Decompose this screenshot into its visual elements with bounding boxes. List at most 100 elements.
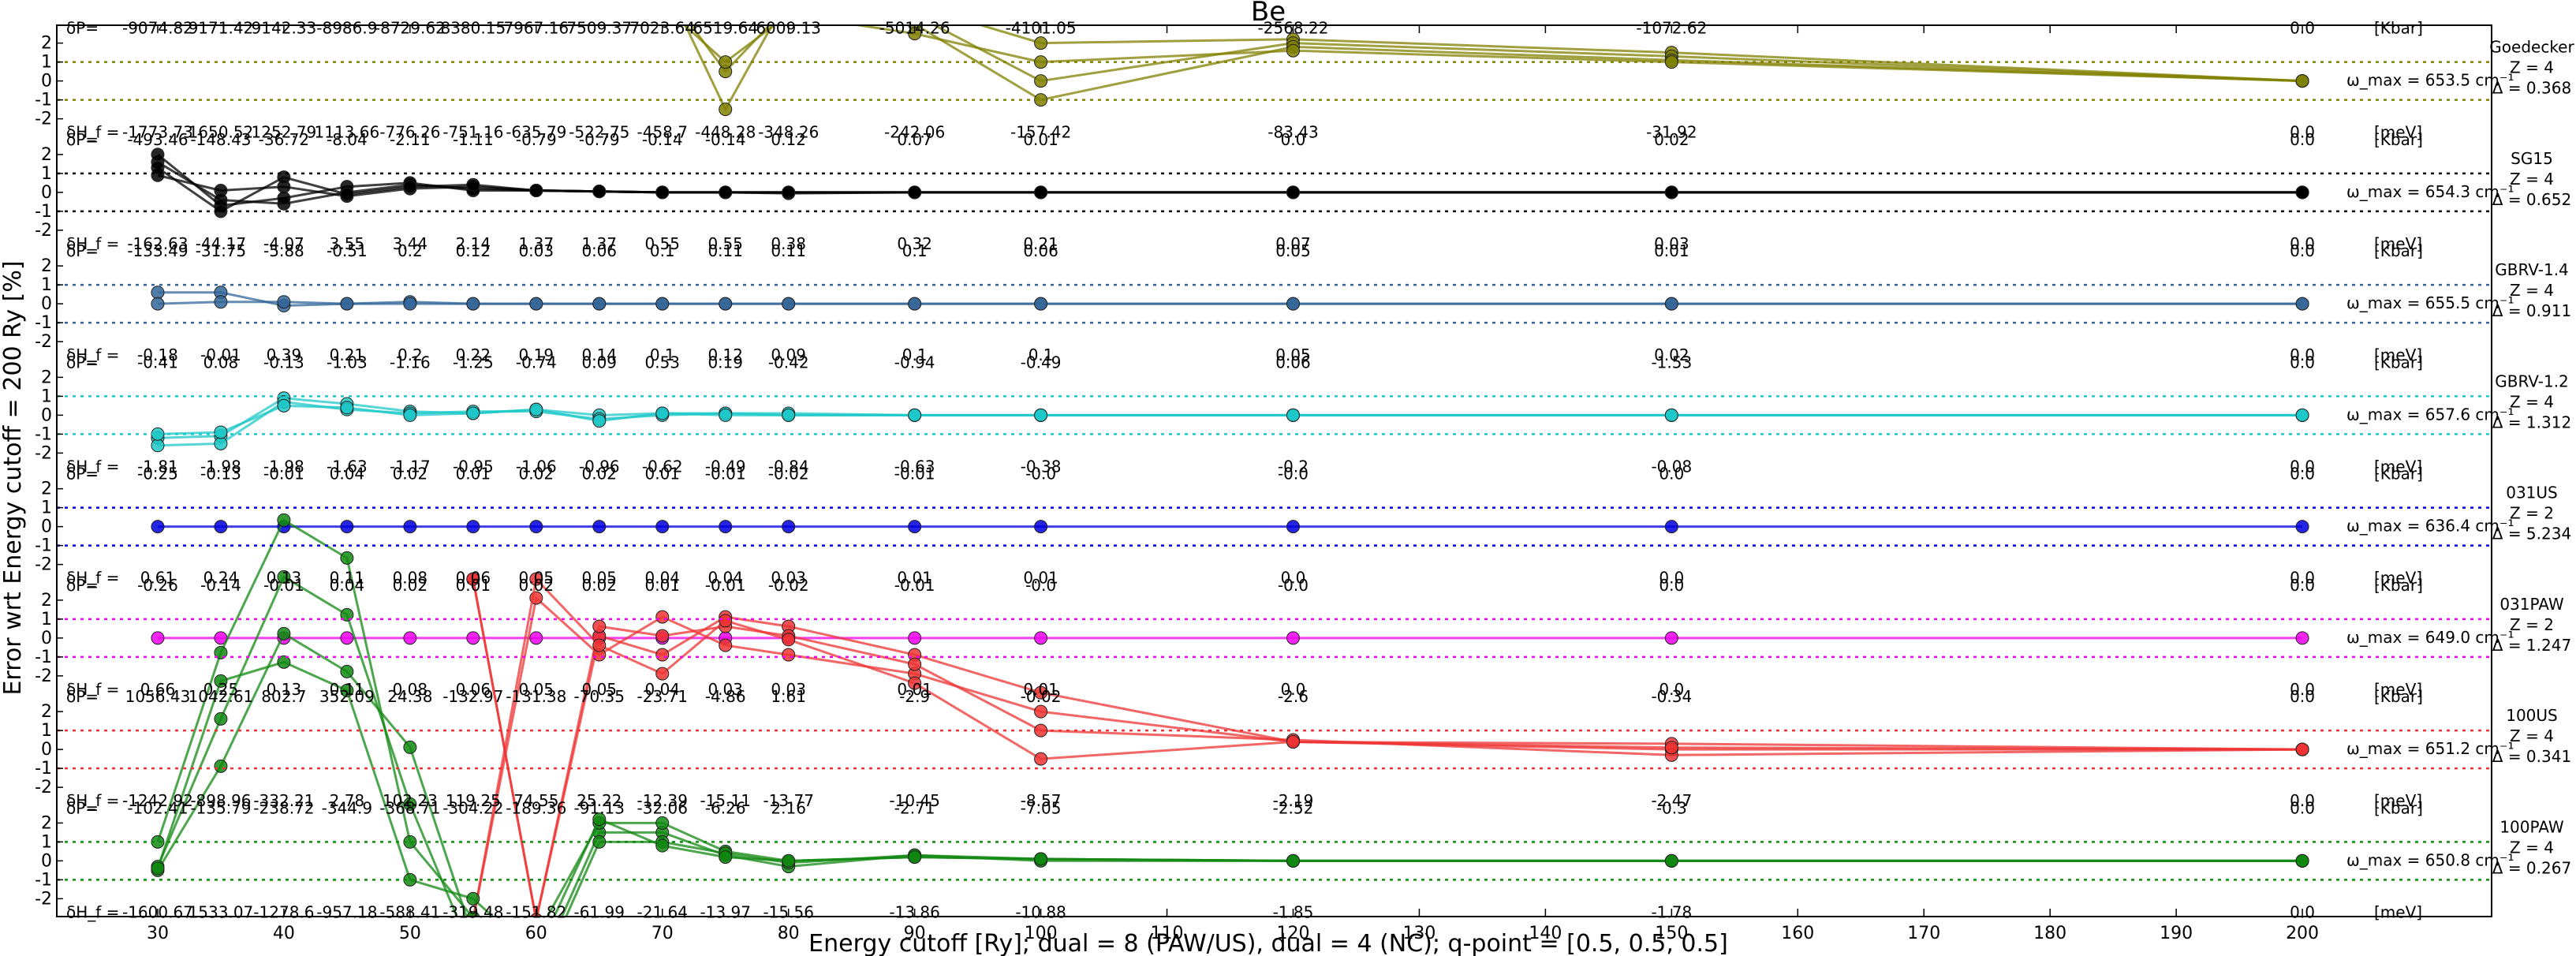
dh-value: 0.0	[1281, 569, 1306, 588]
dh-value: -4.07	[263, 234, 304, 253]
omega-label: ω_max = 654.3 cm⁻¹	[2346, 182, 2514, 201]
y-tick-label: 2	[41, 368, 52, 387]
x-tick-label: 140	[1529, 924, 1562, 943]
dh-value: -1.17	[390, 457, 431, 476]
panel-name: Goedecker	[2489, 38, 2574, 57]
dh-value: 0.0	[2290, 791, 2315, 810]
panel-100paw: 210-1-2δP=δH_f =-102.41-1600.67-135.7915…	[35, 798, 2571, 921]
data-point	[466, 910, 480, 917]
dh-value: -0.2	[1278, 457, 1309, 476]
dh-value: -1.06	[516, 457, 557, 476]
data-point	[466, 297, 480, 311]
dh-value: -319.48	[442, 902, 503, 921]
omega-label: ω_max = 636.4 cm⁻¹	[2346, 517, 2514, 536]
data-point	[2295, 408, 2309, 422]
series-gbrv-1.4-1	[151, 295, 2309, 311]
dp-value: -2.52	[1273, 798, 1314, 817]
data-point	[277, 655, 291, 669]
panel-delta: Δ = 1.312	[2492, 413, 2571, 431]
x-tick-label: 120	[1276, 924, 1309, 943]
dp-value: 7509.37	[566, 19, 632, 38]
dp-prefix: δP=	[66, 798, 99, 817]
dp-value: -0.79	[579, 130, 620, 149]
dp-value: -2.6	[1278, 687, 1309, 706]
dp-value: 0.02	[519, 465, 554, 484]
y-tick-label: 0	[41, 183, 52, 203]
chart-title: Be	[1251, 0, 1286, 28]
dh-value: 0.13	[267, 680, 302, 699]
data-point	[1034, 752, 1048, 766]
y-tick-label: 2	[41, 256, 52, 276]
dp-value: 24.38	[387, 687, 432, 706]
unit-kbar: [Kbar]	[2374, 241, 2423, 260]
y-tick-label: 0	[41, 851, 52, 871]
panel-031paw: 210-1-2 δP= δH_f = -0.26 0.66 -0.14 0.25 -0.01 0…	[35, 576, 2571, 699]
dh-prefix: δH_f =	[66, 457, 119, 476]
data-point	[214, 711, 228, 726]
data-point	[151, 631, 165, 645]
data-point	[466, 572, 480, 586]
dh-value: -0.95	[453, 457, 494, 476]
omega-value: 651.2	[2425, 739, 2470, 758]
x-tick-label: 180	[2033, 924, 2066, 943]
data-point	[214, 295, 228, 309]
dh-prefix: δH_f =	[66, 345, 119, 364]
data-point	[403, 520, 417, 534]
data-point	[403, 408, 417, 422]
dp-value: -91.13	[574, 798, 625, 817]
panel-delta: Δ = 0.368	[2492, 79, 2571, 98]
data-point	[340, 683, 354, 697]
data-point	[592, 414, 607, 428]
dp-value: 2.16	[771, 798, 806, 817]
y-tick-label: 2	[41, 813, 52, 833]
data-point	[655, 667, 670, 681]
panel-delta: Δ = 0.652	[2492, 190, 2571, 209]
dp-value: 0.03	[519, 241, 554, 260]
dp-value: -0.49	[1021, 353, 1062, 372]
dp-value: -0.42	[768, 353, 809, 372]
unit-kbar: [Kbar]	[2374, 130, 2423, 149]
dp-value: -2.9	[899, 687, 930, 706]
y-tick-label: 1	[41, 721, 52, 741]
data-point	[340, 187, 354, 201]
omega-prefix: ω_max =	[2346, 405, 2425, 424]
data-point	[1664, 408, 1678, 422]
dp-value: -7.05	[1021, 798, 1062, 817]
data-point	[1664, 631, 1678, 645]
dh-value: 0.01	[1023, 680, 1058, 699]
data-point	[466, 406, 480, 420]
dh-value: 0.32	[897, 234, 932, 253]
unit-mev: [meV]	[2374, 902, 2422, 921]
series-gbrv-1.2-2	[151, 398, 2309, 441]
y-axis-label: Error wrt Energy cutoff = 200 Ry [%]	[0, 260, 27, 695]
x-tick-label: 60	[525, 924, 547, 943]
data-point	[2295, 74, 2309, 88]
data-point	[1034, 36, 1048, 50]
dp-value: -238.72	[253, 798, 314, 817]
dh-value: 3.55	[330, 234, 365, 253]
dp-value: -0.13	[263, 353, 304, 372]
data-point	[340, 297, 354, 311]
data-point	[908, 631, 922, 645]
data-point	[340, 631, 354, 645]
dh-value: 1533.07	[189, 902, 254, 921]
dh-value: 0.05	[519, 680, 554, 699]
dp-value: 0.0	[2290, 465, 2315, 484]
unit-mev: [meV]	[2374, 457, 2422, 476]
dp-prefix: δP=	[66, 353, 99, 372]
panel-name: SG15	[2511, 149, 2553, 168]
dh-value: 0.03	[707, 680, 743, 699]
dp-prefix: δP=	[66, 130, 99, 149]
dh-value: -162.63	[127, 234, 188, 253]
omega-value: 655.5	[2425, 293, 2470, 312]
dh-value: 0.24	[203, 569, 239, 588]
dh-prefix: δH_f =	[66, 680, 119, 699]
omega-value: 654.3	[2425, 182, 2470, 201]
dp-value: 0.01	[644, 576, 680, 595]
data-point	[214, 674, 228, 688]
dp-value: 0.01	[456, 576, 491, 595]
data-point	[1034, 297, 1048, 311]
dh-prefix: δH_f =	[66, 123, 119, 142]
y-tick-label: -2	[35, 889, 52, 909]
data-point	[908, 657, 922, 671]
